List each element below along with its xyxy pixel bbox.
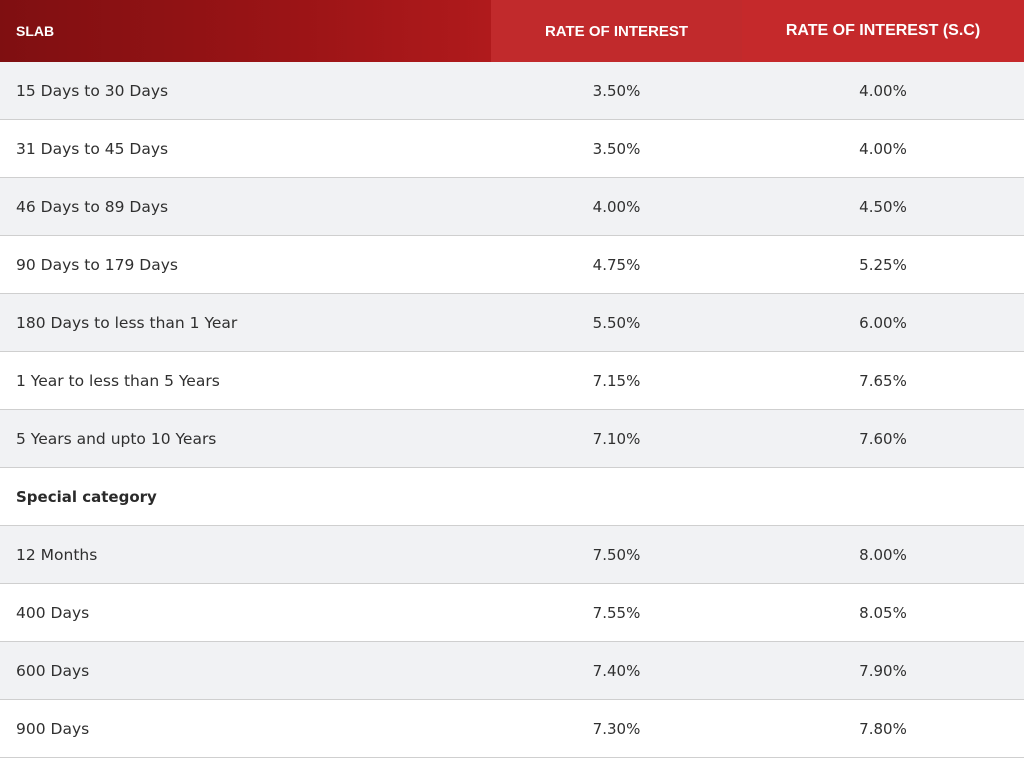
table-row: 1 Year to less than 5 Years 7.15% 7.65%: [0, 352, 1024, 410]
slab-cell: 31 Days to 45 Days: [16, 139, 169, 158]
rate-sc-cell: 7.80%: [859, 719, 907, 738]
rate-cell: 4.75%: [592, 255, 641, 274]
table-row: 5 Years and upto 10 Years 7.10% 7.60%: [0, 410, 1024, 468]
rate-cell: 7.40%: [592, 661, 641, 680]
table-row: 90 Days to 179 Days 4.75% 5.25%: [0, 236, 1024, 294]
table-row: 12 Months 7.50% 8.00%: [0, 526, 1024, 584]
table-header: SLAB RATE OF INTEREST RATE OF INTEREST (…: [0, 0, 1024, 62]
rate-cell: 7.10%: [592, 429, 641, 448]
rate-sc-cell: 8.05%: [859, 603, 907, 622]
table-row: 400 Days 7.55% 8.05%: [0, 584, 1024, 642]
rate-cell: 3.50%: [592, 81, 641, 100]
slab-cell: 12 Months: [16, 545, 98, 564]
header-slab: SLAB: [0, 0, 491, 62]
header-rate-of-interest: RATE OF INTEREST: [491, 0, 742, 62]
rate-sc-cell: 4.00%: [859, 81, 907, 100]
rate-cell: 7.50%: [592, 545, 641, 564]
table-row: 600 Days 7.40% 7.90%: [0, 642, 1024, 700]
category-heading: Special category: [16, 487, 157, 506]
slab-cell: 15 Days to 30 Days: [16, 81, 169, 100]
rate-sc-cell: 7.65%: [859, 371, 907, 390]
table-row: 180 Days to less than 1 Year 5.50% 6.00%: [0, 294, 1024, 352]
rate-cell: [491, 468, 742, 525]
rate-sc-cell: 8.00%: [859, 545, 907, 564]
rate-cell: 7.55%: [592, 603, 641, 622]
header-rate-of-interest-senior-citizen: RATE OF INTEREST (S.C): [742, 0, 1024, 62]
rate-sc-cell: 5.25%: [859, 255, 907, 274]
rate-sc-cell: 4.50%: [859, 197, 907, 216]
slab-cell: 90 Days to 179 Days: [16, 255, 178, 274]
rate-sc-cell: 7.60%: [859, 429, 907, 448]
rate-cell: 5.50%: [592, 313, 641, 332]
rate-sc-cell: 4.00%: [859, 139, 907, 158]
table-row: 46 Days to 89 Days 4.00% 4.50%: [0, 178, 1024, 236]
rate-cell: 3.50%: [592, 139, 641, 158]
table-row: 15 Days to 30 Days 3.50% 4.00%: [0, 62, 1024, 120]
slab-cell: 1 Year to less than 5 Years: [16, 371, 220, 390]
slab-cell: 900 Days: [16, 719, 90, 738]
slab-cell: 5 Years and upto 10 Years: [16, 429, 217, 448]
slab-cell: 400 Days: [16, 603, 90, 622]
rate-sc-cell: [742, 468, 1024, 525]
rate-cell: 7.15%: [592, 371, 641, 390]
rate-cell: 7.30%: [592, 719, 641, 738]
rate-sc-cell: 6.00%: [859, 313, 907, 332]
category-row: Special category: [0, 468, 1024, 526]
rate-sc-cell: 7.90%: [859, 661, 907, 680]
slab-cell: 600 Days: [16, 661, 90, 680]
table-row: 31 Days to 45 Days 3.50% 4.00%: [0, 120, 1024, 178]
slab-cell: 46 Days to 89 Days: [16, 197, 169, 216]
slab-cell: 180 Days to less than 1 Year: [16, 313, 238, 332]
table-row: 900 Days 7.30% 7.80%: [0, 700, 1024, 758]
rate-cell: 4.00%: [592, 197, 641, 216]
